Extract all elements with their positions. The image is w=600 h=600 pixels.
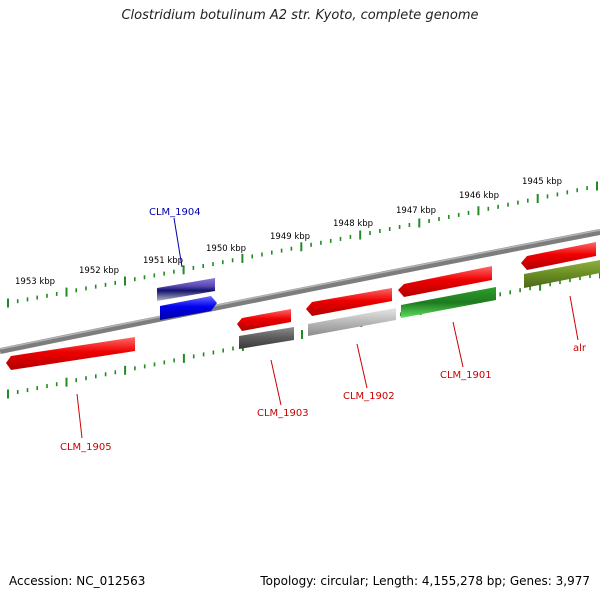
analysis-bar-clm-1903 — [239, 327, 294, 349]
gene-label-clm-1904[interactable]: CLM_1904 — [149, 207, 201, 218]
gene-label-clm-1902[interactable]: CLM_1902 — [343, 391, 395, 402]
gene-arrow-clm-1904[interactable] — [160, 296, 217, 320]
analysis-bar-clm-1902 — [308, 308, 396, 336]
gene-arrow-clm-1905[interactable] — [6, 337, 135, 370]
analysis-tracks — [157, 260, 600, 349]
scale-label-1950: 1950 kbp — [206, 244, 246, 254]
gene-arrows — [6, 242, 596, 370]
gene-arrow-clm-1901[interactable] — [398, 266, 492, 297]
gene-label-clm-1905[interactable]: CLM_1905 — [60, 442, 112, 453]
leader-clm-1902 — [356, 343, 368, 389]
outer-scale-ticks — [7, 181, 598, 308]
scale-label-1949: 1949 kbp — [270, 232, 310, 242]
gene-label-leaders — [76, 217, 579, 439]
scale-label-1945: 1945 kbp — [522, 177, 562, 187]
leader-clm-1901 — [452, 321, 464, 368]
scale-label-1951: 1951 kbp — [143, 256, 183, 266]
scale-label-1947: 1947 kbp — [396, 206, 436, 216]
genome-backbone — [0, 229, 600, 354]
leader-clm-1903 — [270, 359, 282, 406]
accession-text: Accession: NC_012563 — [9, 574, 146, 588]
gene-arrow-clm-1902[interactable] — [306, 288, 392, 316]
scale-label-1948: 1948 kbp — [333, 219, 373, 229]
genome-summary-text: Topology: circular; Length: 4,155,278 bp… — [260, 574, 590, 588]
analysis-bar-clm-1901 — [401, 287, 496, 318]
gene-arrow-clm-1903[interactable] — [237, 309, 291, 331]
analysis-bar-clm-1904 — [157, 278, 215, 301]
leader-alr — [569, 295, 579, 341]
analysis-bar-alr — [524, 260, 600, 288]
scale-labels: 1953 kbp 1952 kbp 1951 kbp 1950 kbp 1949… — [15, 177, 562, 287]
gene-labels: CLM_1905 CLM_1904 CLM_1903 CLM_1902 CLM_… — [60, 207, 587, 453]
gene-label-alr[interactable]: alr — [573, 343, 587, 354]
leader-clm-1905 — [76, 393, 83, 439]
genome-backbone-highlight — [0, 229, 600, 350]
scale-label-1952: 1952 kbp — [79, 266, 119, 276]
leader-clm-1904 — [173, 217, 183, 268]
scale-label-1946: 1946 kbp — [459, 191, 499, 201]
gene-label-clm-1901[interactable]: CLM_1901 — [440, 370, 492, 381]
gene-label-clm-1903[interactable]: CLM_1903 — [257, 408, 309, 419]
scale-label-1953: 1953 kbp — [15, 277, 55, 287]
gene-arrow-alr[interactable] — [521, 242, 596, 270]
map-title: Clostridium botulinum A2 str. Kyoto, com… — [121, 8, 479, 23]
